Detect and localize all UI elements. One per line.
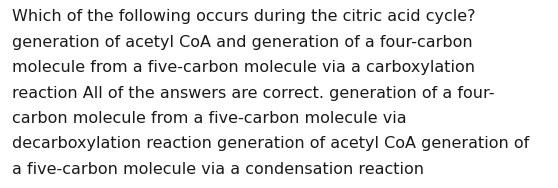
Text: decarboxylation reaction generation of acetyl CoA generation of: decarboxylation reaction generation of a… bbox=[12, 136, 530, 151]
Text: Which of the following occurs during the citric acid cycle?: Which of the following occurs during the… bbox=[12, 9, 476, 24]
Text: reaction All of the answers are correct. generation of a four-: reaction All of the answers are correct.… bbox=[12, 86, 495, 101]
Text: generation of acetyl CoA and generation of a four-carbon: generation of acetyl CoA and generation … bbox=[12, 35, 473, 50]
Text: carbon molecule from a five-carbon molecule via: carbon molecule from a five-carbon molec… bbox=[12, 111, 407, 126]
Text: molecule from a five-carbon molecule via a carboxylation: molecule from a five-carbon molecule via… bbox=[12, 60, 475, 75]
Text: a five-carbon molecule via a condensation reaction: a five-carbon molecule via a condensatio… bbox=[12, 162, 424, 177]
